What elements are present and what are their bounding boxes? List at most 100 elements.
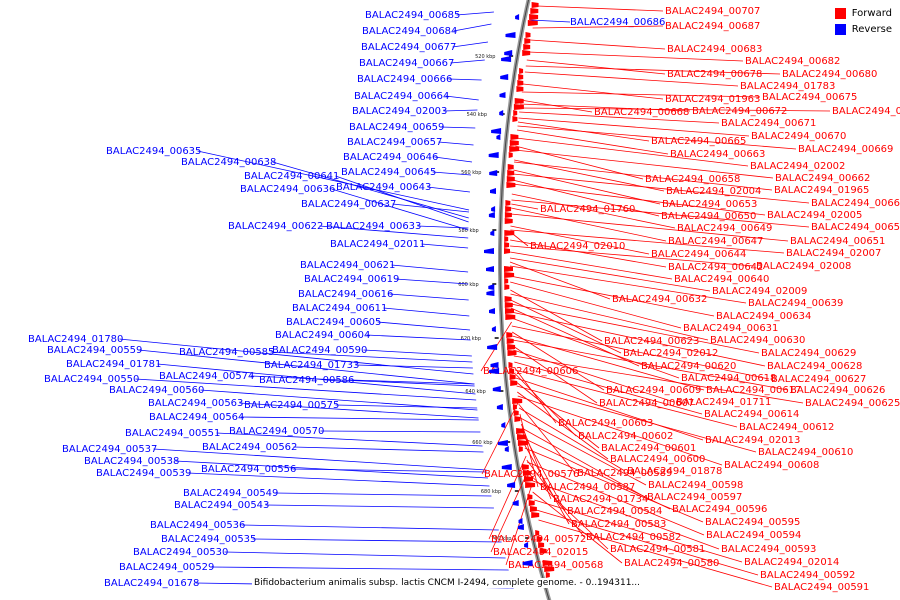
forward-gene-label: BALAC2494_00593 (721, 544, 816, 555)
forward-gene-label: BALAC2494_01965 (774, 185, 869, 196)
forward-connector (534, 499, 743, 563)
forward-gene-label: BALAC2494_00634 (716, 311, 811, 322)
genome-caption: Bifidobacterium animalis subsp. lactis C… (252, 578, 642, 588)
forward-feature-arrow (529, 506, 537, 512)
forward-connector (490, 469, 529, 553)
forward-gene-label: BALAC2494_00595 (705, 517, 800, 528)
forward-feature-arrow (513, 410, 519, 416)
forward-feature-arrow (522, 470, 531, 476)
forward-connector (481, 401, 519, 475)
forward-connector (510, 229, 785, 254)
reverse-feature-arrow (504, 50, 513, 56)
reverse-gene-label: BALAC2494_00556 (201, 464, 296, 475)
reverse-connector (335, 175, 469, 223)
reverse-connector (350, 379, 475, 385)
forward-connector (511, 331, 605, 391)
reverse-feature-arrow (524, 542, 529, 548)
forward-connector (516, 129, 669, 155)
reverse-connector (270, 351, 473, 363)
tick-label: 680 kbp (481, 489, 501, 495)
forward-connector (530, 39, 666, 50)
forward-connector (505, 485, 532, 566)
reverse-feature-arrow (496, 404, 503, 410)
reverse-gene-label: BALAC2494_00637 (301, 199, 396, 210)
reverse-feature-arrow (488, 284, 495, 290)
forward-gene-label: BALAC2494_00683 (667, 44, 762, 55)
reverse-gene-label: BALAC2494_00622 (228, 221, 323, 232)
forward-connector (511, 203, 539, 210)
reverse-feature-arrow (517, 524, 524, 530)
forward-gene-label: BALAC2494_00609 (606, 385, 701, 396)
forward-feature-arrow (525, 32, 531, 38)
forward-gene-label: BALAC2494_00658 (645, 174, 740, 185)
reverse-gene-label: BALAC2494_00633 (326, 221, 421, 232)
reverse-gene-label: BALAC2494_00635 (106, 146, 201, 157)
forward-feature-arrow (507, 170, 515, 176)
forward-feature-arrow (505, 308, 514, 314)
forward-gene-label: BALAC2494_00639 (748, 298, 843, 309)
forward-connector (528, 51, 744, 62)
forward-feature-arrow (504, 248, 510, 254)
forward-connector (520, 417, 647, 486)
reverse-connector (138, 349, 475, 385)
forward-gene-label: BALAC2494_00568 (508, 560, 603, 571)
reverse-gene-label: BALAC2494_01678 (104, 578, 199, 589)
forward-feature-arrow (516, 428, 525, 434)
forward-connector (510, 289, 603, 342)
reverse-connector (389, 293, 469, 301)
reverse-connector (239, 402, 479, 419)
reverse-gene-label: BALAC2494_00638 (181, 157, 276, 168)
forward-gene-label: BALAC2494_00612 (739, 422, 834, 433)
reverse-gene-label: BALAC2494_00586 (259, 375, 354, 386)
reverse-gene-label: BALAC2494_00616 (298, 289, 393, 300)
forward-feature-arrow (506, 332, 513, 338)
forward-connector (522, 431, 566, 512)
forward-connector (515, 377, 704, 441)
forward-feature-arrow (542, 560, 552, 566)
reverse-connector (241, 524, 499, 531)
forward-feature-arrow (513, 104, 524, 110)
forward-gene-label: BALAC2494_00650 (661, 211, 756, 222)
forward-feature-arrow (544, 566, 555, 572)
forward-feature-arrow (521, 464, 529, 470)
forward-connector (536, 509, 759, 576)
forward-connector (515, 381, 600, 449)
forward-connector (512, 179, 660, 217)
reverse-gene-label: BALAC2494_00666 (357, 74, 452, 85)
reverse-connector (252, 538, 502, 543)
reverse-gene-label: BALAC2494_00574 (159, 371, 254, 382)
reverse-gene-label: BALAC2494_00549 (183, 488, 278, 499)
forward-gene-label: BALAC2494_00665 (651, 136, 746, 147)
reverse-feature-arrow (491, 206, 496, 212)
reverse-connector (200, 389, 478, 411)
forward-connector (510, 245, 755, 267)
forward-gene-label: BALAC2494_00680 (782, 69, 877, 80)
forward-connector (524, 447, 704, 523)
reverse-gene-label: BALAC2494_00667 (359, 58, 454, 69)
forward-gene-label: BALAC2494_00617 (706, 385, 801, 396)
reverse-gene-label: BALAC2494_00645 (341, 167, 436, 178)
reverse-feature-arrow (486, 290, 495, 296)
reverse-gene-label: BALAC2494_00564 (149, 412, 244, 423)
reverse-connector (335, 404, 478, 409)
forward-connector (523, 437, 671, 510)
forward-gene-label: BALAC2494_00653 (662, 199, 757, 210)
forward-feature-arrow (509, 146, 520, 152)
forward-gene-label: BALAC2494_00627 (771, 374, 866, 385)
forward-connector (510, 303, 760, 354)
forward-feature-arrow (508, 362, 513, 368)
forward-feature-arrow (504, 284, 510, 290)
forward-feature-arrow (507, 344, 516, 350)
reverse-feature-arrow (490, 362, 499, 368)
forward-feature-arrow (514, 98, 524, 104)
tick-label: 700 kbp (491, 536, 511, 542)
reverse-gene-label: BALAC2494_00570 (229, 426, 324, 437)
forward-feature-arrow (509, 368, 515, 374)
reverse-gene-label: BALAC2494_00621 (300, 260, 395, 271)
forward-feature-arrow (506, 176, 515, 182)
forward-gene-label: BALAC2494_00618 (681, 373, 776, 384)
reverse-connector (443, 109, 478, 112)
forward-gene-label: BALAC2494_00606 (483, 366, 578, 377)
forward-connector (521, 427, 646, 498)
forward-connector (511, 325, 770, 380)
